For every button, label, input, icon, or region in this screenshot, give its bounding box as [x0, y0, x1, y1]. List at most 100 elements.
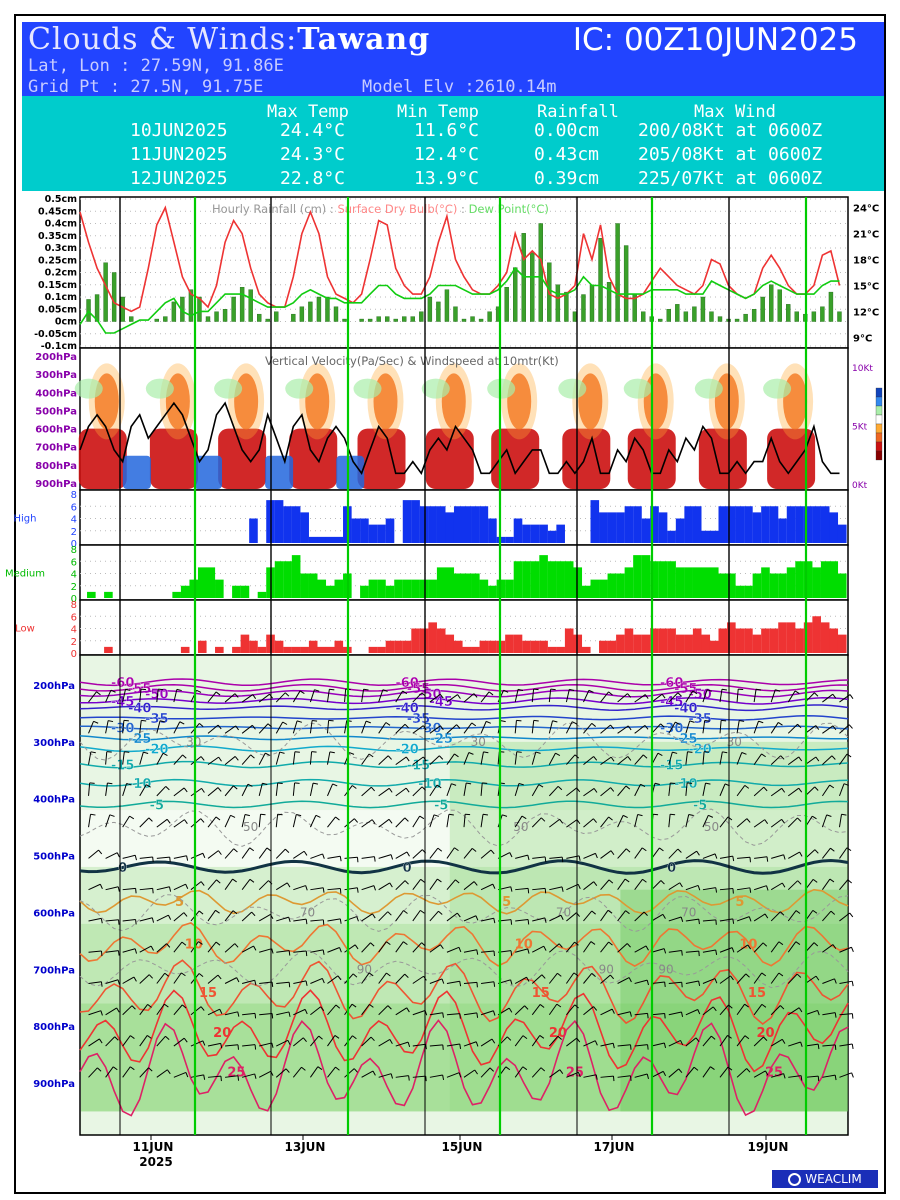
dewpoint-line	[79, 266, 840, 334]
xsec-axis-tick: 700hPa	[33, 965, 75, 976]
summary-table: Max Temp Min Temp Rainfall Max Wind 10JU…	[22, 96, 884, 191]
wind-barb	[822, 755, 833, 765]
wind-barb-feather	[841, 813, 847, 816]
wind-barb-feather	[500, 720, 506, 723]
wind-barb-feather	[781, 1039, 786, 1044]
wind-barb-feather	[781, 788, 786, 793]
cloud-bar-medium	[334, 579, 344, 598]
cloud-bar-medium	[667, 561, 676, 598]
wind-barb-feather	[746, 1068, 751, 1073]
rain-bar	[154, 318, 160, 322]
xsec-moist-region	[449, 741, 848, 1112]
cloud-bar-medium	[590, 579, 600, 598]
wind-barb	[241, 945, 254, 953]
wind-barb-feather	[382, 689, 388, 692]
wind-barb	[771, 1073, 784, 1078]
row-wind: 225/07Kt at 0600Z	[638, 168, 823, 189]
vv-subsidence-region	[145, 378, 174, 399]
wind-barb-feather	[489, 1067, 494, 1072]
wind-barb-feather	[557, 1035, 562, 1040]
wind-barb	[566, 883, 579, 891]
wind-barb	[446, 847, 455, 859]
cloud-bar-low	[462, 646, 472, 653]
vv-legend-swatch	[875, 441, 883, 452]
wind-barb-feather	[815, 756, 820, 762]
wind-barb	[822, 693, 834, 703]
wind-barb-feather	[849, 694, 854, 699]
wind-barb	[327, 1035, 336, 1047]
wind-barb	[702, 720, 706, 734]
wind-barb-feather	[356, 887, 359, 893]
wind-barb	[412, 1075, 426, 1078]
wind-barb	[446, 879, 456, 891]
wind-barb-feather	[271, 948, 274, 954]
wind-barb	[88, 981, 102, 984]
wind-barb	[463, 722, 473, 734]
wind-barb-feather	[253, 945, 257, 951]
wind-barb-feather	[93, 720, 99, 724]
wind-barb	[361, 885, 375, 891]
wind-barb-feather	[100, 918, 103, 924]
wind-barb	[651, 913, 664, 922]
cloud-bar-medium	[616, 573, 625, 598]
wind-barb-feather	[745, 973, 750, 978]
wind-barb	[702, 919, 716, 922]
rain-bar	[811, 311, 817, 322]
wind-barb-feather	[711, 1035, 716, 1040]
wind-barb	[429, 978, 443, 984]
wind-barb	[463, 1069, 476, 1078]
wind-barb-feather	[815, 725, 820, 730]
wind-barb-feather	[641, 847, 647, 852]
rain-axis-tick: 0.5cm	[45, 194, 77, 205]
wind-barb-feather	[780, 755, 785, 760]
cloud-bar-high	[820, 506, 830, 543]
wind-barb	[600, 691, 609, 703]
wind-barb	[702, 978, 716, 984]
wind-barb-feather	[642, 754, 648, 759]
wind-barb-feather	[741, 752, 747, 755]
wind-barb-feather	[321, 978, 325, 984]
wind-barb	[617, 815, 624, 828]
wind-barb	[156, 720, 161, 734]
rain-bar	[316, 296, 322, 322]
wind-barb-feather	[540, 817, 546, 822]
wind-barb-feather	[628, 977, 632, 983]
location-name: Tawang	[297, 22, 431, 57]
wind-barb	[224, 815, 231, 828]
wind-barb-feather	[234, 756, 239, 761]
cloud-bar-medium	[692, 567, 702, 598]
wind-barb	[736, 916, 750, 922]
wind-barb-feather	[509, 852, 513, 858]
wind-barb-feather	[647, 1013, 649, 1019]
wind-barb-feather	[251, 725, 256, 730]
wind-barb-feather	[591, 910, 596, 915]
wind-barb-feather	[404, 817, 409, 822]
wind-barb-feather	[441, 978, 445, 984]
wind-barb	[617, 725, 629, 734]
wind-barb-feather	[386, 941, 391, 946]
wind-barb	[326, 689, 330, 703]
cloud-bar-medium	[104, 591, 113, 598]
wind-barb-feather	[490, 849, 495, 855]
wind-barb	[344, 720, 348, 734]
cloud-bar-low	[539, 640, 548, 653]
cloud-bar-high	[641, 518, 651, 543]
cloud-bar-high	[786, 506, 796, 543]
wind-barb	[139, 751, 144, 765]
wind-barb-feather	[406, 1007, 410, 1013]
isotherm-line	[79, 778, 849, 787]
vv-subsidence-region	[421, 378, 450, 399]
cloud-bar-low	[419, 628, 429, 653]
wind-barb-feather	[315, 814, 321, 818]
wind-barb-feather	[373, 856, 376, 862]
cloud-bar-high	[795, 506, 804, 543]
wind-barb-feather	[419, 815, 425, 820]
cloud-bar-high	[462, 506, 472, 543]
wind-barb-feather	[594, 853, 598, 859]
wind-barb	[361, 786, 372, 797]
wind-barb	[702, 815, 709, 828]
cloud-bar-low	[283, 646, 292, 653]
wind-barb	[634, 911, 645, 922]
wind-barb-feather	[260, 813, 266, 816]
rh-label: 90	[599, 962, 614, 976]
